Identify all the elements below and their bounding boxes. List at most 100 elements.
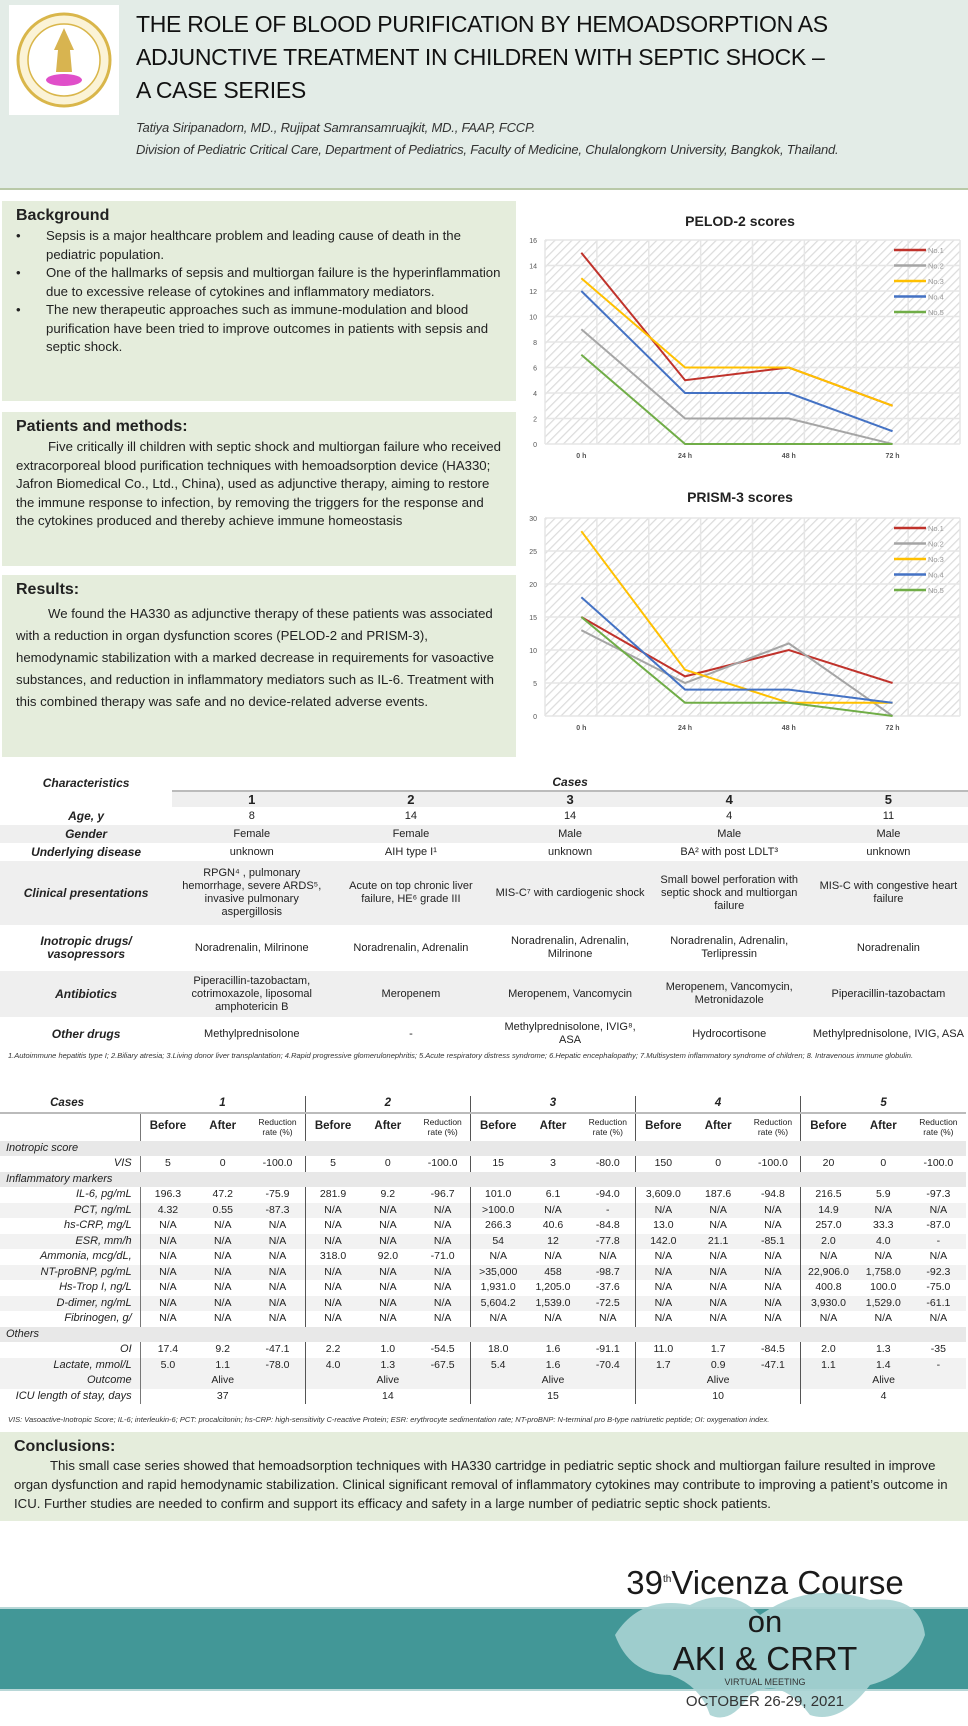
table-cell: 257.0 <box>815 1219 842 1231</box>
table-cell: - <box>580 1202 637 1218</box>
background-list: Sepsis is a major healthcare problem and… <box>16 227 502 357</box>
table-cell: 13.0 <box>653 1219 674 1231</box>
table-cell: N/A <box>709 1219 727 1231</box>
table-cell: N/A <box>874 1250 893 1262</box>
table-cell: 318.0 <box>319 1250 347 1262</box>
x-tick-label: 0 h <box>576 725 586 732</box>
column-header: Before <box>645 1120 682 1133</box>
table-cell: N/A <box>159 1312 177 1324</box>
table-cell: N/A <box>305 1295 361 1311</box>
table-cell: N/A <box>324 1219 342 1231</box>
methods-section: Patients and methods: Five critically il… <box>2 412 516 566</box>
table-cell: 4 <box>880 1389 887 1402</box>
table-cell: 1.7 <box>710 1343 726 1355</box>
column-header: Cases <box>0 1096 141 1114</box>
table-cell: unknown <box>548 845 593 858</box>
y-tick-label: 10 <box>529 315 537 322</box>
row-label: ICU length of stay, days <box>0 1388 141 1404</box>
table-cell: N/A <box>250 1233 306 1249</box>
section-heading: Patients and methods: <box>16 418 188 435</box>
case-number: 4 <box>649 790 809 807</box>
table-cell: N/A <box>360 1233 416 1249</box>
affiliation: Division of Pediatric Critical Care, Dep… <box>136 142 839 157</box>
table-cell: N/A <box>213 1219 232 1231</box>
table-cell: AIH type I¹ <box>384 845 437 858</box>
y-tick-label: 0 <box>533 714 537 721</box>
column-header: After <box>869 1120 897 1133</box>
table-cell: N/A <box>250 1311 306 1327</box>
row-label: IL-6, pg/mL <box>0 1187 141 1203</box>
table-cell: Alive <box>635 1373 802 1389</box>
table-cell: Methylprednisolone, IVIG⁸, ASA <box>504 1021 636 1046</box>
table-cell: N/A <box>415 1295 471 1311</box>
table-cell: N/A <box>324 1312 342 1324</box>
row-label: D-dimer, ng/mL <box>0 1295 141 1311</box>
table-row: OI 17.4 9.2 -47.1 2.2 1.0 -54.5 18.0 1.6 -91.1 11.… <box>0 1342 966 1358</box>
section-row: Inflammatory markers <box>0 1171 966 1187</box>
table-cell: N/A <box>745 1280 802 1296</box>
table-cell: -98.7 <box>580 1264 637 1280</box>
section-title: Inflammatory markers <box>0 1171 966 1187</box>
table-cell: -94.0 <box>580 1187 637 1203</box>
y-tick-label: 30 <box>529 516 537 523</box>
background-section: Background Sepsis is a major healthcare … <box>2 201 516 401</box>
table-cell: MIS-C⁷ with cardiogenic shock <box>490 861 650 925</box>
event-dates: OCTOBER 26-29, 2021 <box>685 1693 845 1710</box>
table-cell: 47.2 <box>212 1188 233 1200</box>
table-cell: 1.0 <box>380 1343 396 1355</box>
table-cell: N/A <box>360 1202 416 1218</box>
characteristics-table: Characteristics Cases 1 2 3 4 5 Age, y 8 14 14 4 11 G… <box>0 775 968 1051</box>
y-tick-label: 10 <box>529 648 537 655</box>
table-cell: N/A <box>580 1249 637 1265</box>
column-header: After <box>209 1120 237 1133</box>
table-cell: 1.1 <box>195 1357 251 1373</box>
column-header: After <box>704 1120 732 1133</box>
title-line: A CASE SERIES <box>136 77 306 103</box>
table-cell: 0 <box>219 1157 226 1169</box>
table-cell: N/A <box>745 1202 802 1218</box>
table-cell: N/A <box>159 1250 177 1262</box>
y-tick-label: 6 <box>533 366 537 373</box>
table-cell: N/A <box>635 1202 691 1218</box>
table-cell: Noradrenalin <box>856 941 920 954</box>
table-cell: N/A <box>250 1218 306 1234</box>
table-cell: N/A <box>140 1295 196 1311</box>
table-cell: -92.3 <box>910 1264 966 1280</box>
table-cell: N/A <box>544 1250 562 1262</box>
authors: Tatiya Siripanadorn, MD., Rujipat Samran… <box>136 120 536 135</box>
table-cell: N/A <box>690 1264 746 1280</box>
table-cell: 54 <box>470 1233 526 1249</box>
case-number: 1 <box>140 1096 306 1114</box>
table-cell: 17.4 <box>157 1343 179 1355</box>
table-cell: 101.0 <box>485 1188 512 1200</box>
table-cell: 1,529.0 <box>855 1295 911 1311</box>
section-heading: Conclusions: <box>14 1438 116 1455</box>
table-cell: N/A <box>140 1233 196 1249</box>
table-cell: 2.0 <box>800 1233 856 1249</box>
table-cell: 5 <box>330 1157 336 1169</box>
event-name-on: on <box>747 1604 783 1639</box>
bullet-item: One of the hallmarks of sepsis and multi… <box>16 264 502 301</box>
table-cell: -75.0 <box>926 1281 951 1293</box>
table-cell: N/A <box>654 1281 673 1293</box>
table-row: Inotropic drugs/ vasopressors Noradrenali… <box>0 925 968 971</box>
column-header: Before <box>479 1120 517 1133</box>
table-cell: N/A <box>324 1281 342 1293</box>
section-title: Others <box>0 1326 966 1342</box>
characteristics-footnote: 1.Autoimmune hepatitis type I; 2.Biliary… <box>8 1051 914 1060</box>
table-cell: 8 <box>248 809 255 822</box>
case-number: 5 <box>800 1096 966 1114</box>
table-cell: -37.6 <box>580 1280 637 1296</box>
column-header: Reduction rate (%) <box>415 1112 471 1141</box>
table-row: IL-6, pg/mL 196.3 47.2 -75.9 281.9 9.2 -96.7 10… <box>0 1187 966 1203</box>
table-cell: Noradrenalin, Adrenalin, Milrinone <box>511 935 630 960</box>
table-cell: N/A <box>250 1264 306 1280</box>
table-cell: 37 <box>140 1388 306 1404</box>
table-cell: N/A <box>929 1312 948 1324</box>
empty-cell <box>0 1112 141 1141</box>
table-cell: - <box>910 1233 966 1249</box>
table-cell: Male <box>490 825 650 843</box>
pelod2-line-chart: 0 2 4 6 8 10 12 14 16 0 h 24 h 48 h 72 h No.1 No.2 No.3… <box>529 238 961 460</box>
table-row: Lactate, mmol/L 5.0 1.1 -78.0 4.0 1.3 -67.5 5.4… <box>0 1357 966 1373</box>
table-cell: -84.5 <box>745 1342 802 1358</box>
